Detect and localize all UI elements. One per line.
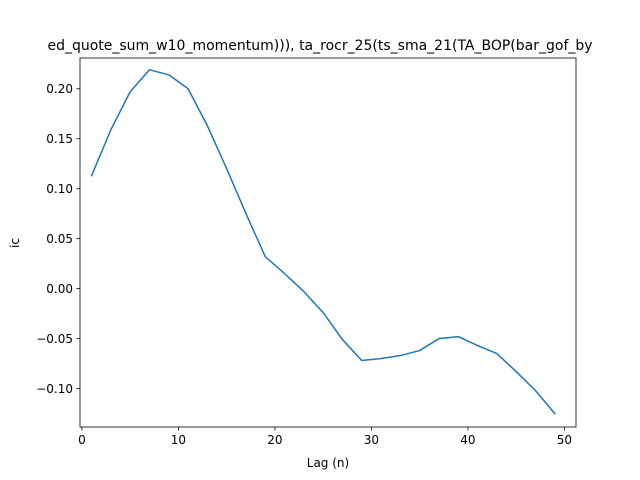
x-axis-ticks: 0 10 20 30 40 50 [78, 427, 572, 447]
x-tick-label: 30 [364, 433, 379, 447]
axes-frame [79, 57, 577, 428]
series-line-1 [90, 69, 556, 415]
chart-title: ed_quote_sum_w10_momentum))), ta_rocr_25… [47, 38, 592, 54]
y-tick-label: 0.10 [46, 182, 73, 196]
y-axis-label: ic [8, 238, 22, 248]
x-tick-label: 50 [557, 433, 572, 447]
y-axis-ticks: −0.10 −0.05 0.00 0.05 0.10 0.15 0.20 [36, 82, 80, 396]
x-axis-label: Lag (n) [307, 456, 349, 470]
y-tick-label: −0.05 [36, 332, 73, 346]
y-tick-label: 0.00 [46, 282, 73, 296]
y-tick-label: 0.15 [46, 132, 73, 146]
plot-area [79, 57, 577, 428]
x-tick-label: 0 [78, 433, 86, 447]
x-tick-label: 40 [460, 433, 475, 447]
y-tick-label: 0.20 [46, 82, 73, 96]
x-tick-label: 20 [267, 433, 282, 447]
x-tick-label: 10 [171, 433, 186, 447]
y-tick-label: 0.05 [46, 232, 73, 246]
y-tick-label: −0.10 [36, 382, 73, 396]
